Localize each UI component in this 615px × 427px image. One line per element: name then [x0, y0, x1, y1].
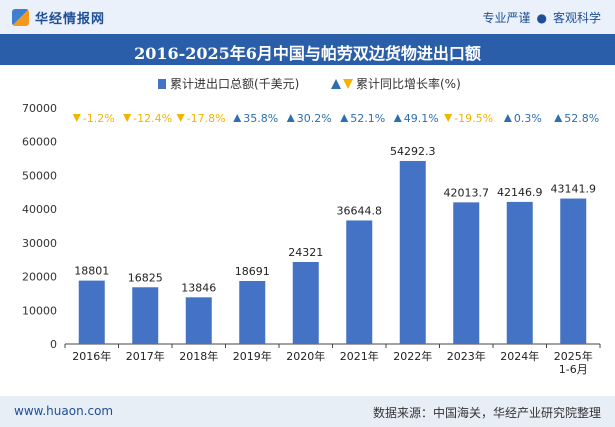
x-tick-label: 2023年 [447, 349, 486, 363]
y-tick-label: 10000 [22, 304, 57, 317]
y-tick-label: 60000 [22, 136, 57, 149]
growth-down-icon [72, 114, 81, 122]
y-tick-label: 0 [50, 338, 57, 351]
slogan-left: 专业严谨 [482, 11, 531, 25]
bar [239, 280, 266, 344]
bar-value-label: 42013.7 [444, 186, 490, 199]
y-tick-label: 50000 [22, 169, 57, 182]
chart-title: 2016-2025年6月中国与帕劳双边货物进出口额 [134, 44, 481, 63]
growth-down-icon [123, 114, 132, 122]
bar [292, 262, 319, 344]
bar-value-label: 24321 [288, 246, 323, 259]
y-tick-label: 30000 [22, 237, 57, 250]
x-tick-label: 2018年 [179, 349, 218, 363]
legend-series-2: 累计同比增长率(%) [356, 76, 461, 91]
growth-up-icon [286, 114, 295, 122]
bar-value-label: 13846 [181, 281, 216, 294]
growth-label: -1.2% [83, 112, 115, 125]
growth-label: 0.3% [514, 112, 542, 125]
growth-up-icon [503, 114, 512, 122]
bar-value-label: 36644.8 [337, 204, 383, 217]
growth-up-icon [393, 114, 402, 122]
slogan: 专业严谨 ● 客观科学 [482, 9, 601, 26]
x-tick-label: 2019年 [233, 349, 272, 363]
bar-value-label: 54292.3 [390, 145, 436, 158]
legend-up-icon [331, 79, 341, 89]
bar [453, 202, 480, 344]
growth-label: -12.4% [133, 112, 172, 125]
x-tick-label: 1-6月 [559, 363, 588, 376]
slogan-separator: ● [536, 10, 547, 25]
footer-bar [0, 396, 615, 427]
bar-value-label: 16825 [128, 271, 163, 284]
slogan-right: 客观科学 [552, 11, 601, 25]
growth-up-icon [554, 114, 563, 122]
footer-website: www.huaon.com [14, 404, 114, 418]
y-tick-label: 70000 [22, 102, 57, 115]
title-band [0, 34, 615, 65]
bar [560, 198, 587, 344]
bar [78, 280, 105, 344]
x-tick-label: 2020年 [286, 349, 325, 363]
x-tick-label: 2016年 [72, 349, 111, 363]
growth-up-icon [340, 114, 349, 122]
growth-down-icon [444, 114, 453, 122]
growth-label: 52.1% [350, 112, 385, 125]
logo-icon [12, 8, 29, 26]
brand-name: 华经情报网 [35, 11, 106, 27]
bar [399, 160, 426, 344]
legend-bar-swatch [158, 79, 166, 89]
y-tick-label: 20000 [22, 271, 57, 284]
bar [185, 297, 212, 344]
growth-label: 49.1% [404, 112, 439, 125]
bar-value-label: 18691 [235, 265, 270, 278]
growth-down-icon [176, 114, 185, 122]
brand: 华经情报网 [12, 8, 106, 27]
y-tick-label: 40000 [22, 203, 57, 216]
growth-label: 30.2% [297, 112, 332, 125]
header-bar [0, 0, 615, 34]
bar-value-label: 42146.9 [497, 186, 543, 199]
growth-label: 52.8% [564, 112, 599, 125]
x-tick-label: 2024年 [500, 349, 539, 363]
x-tick-label: 2022年 [393, 349, 432, 363]
growth-label: 35.8% [243, 112, 278, 125]
bar [132, 287, 159, 344]
growth-up-icon [233, 114, 242, 122]
x-tick-label: 2021年 [340, 349, 379, 363]
growth-label: -17.8% [187, 112, 226, 125]
legend-series-1: 累计进出口总额(千美元) [170, 77, 299, 91]
bar [506, 201, 533, 344]
legend-down-icon [343, 79, 353, 89]
bar-value-label: 18801 [74, 265, 109, 278]
x-tick-label: 2025年 [554, 349, 593, 363]
footer-source: 数据来源：中国海关，华经产业研究院整理 [372, 406, 601, 420]
growth-label: -19.5% [454, 112, 493, 125]
bar [346, 220, 373, 344]
bar-chart: 累计进出口总额(千美元) 累计同比增长率(%) 0 10000 20000 30000 40… [22, 76, 601, 376]
x-tick-label: 2017年 [126, 349, 165, 363]
bar-value-label: 43141.9 [551, 183, 597, 196]
